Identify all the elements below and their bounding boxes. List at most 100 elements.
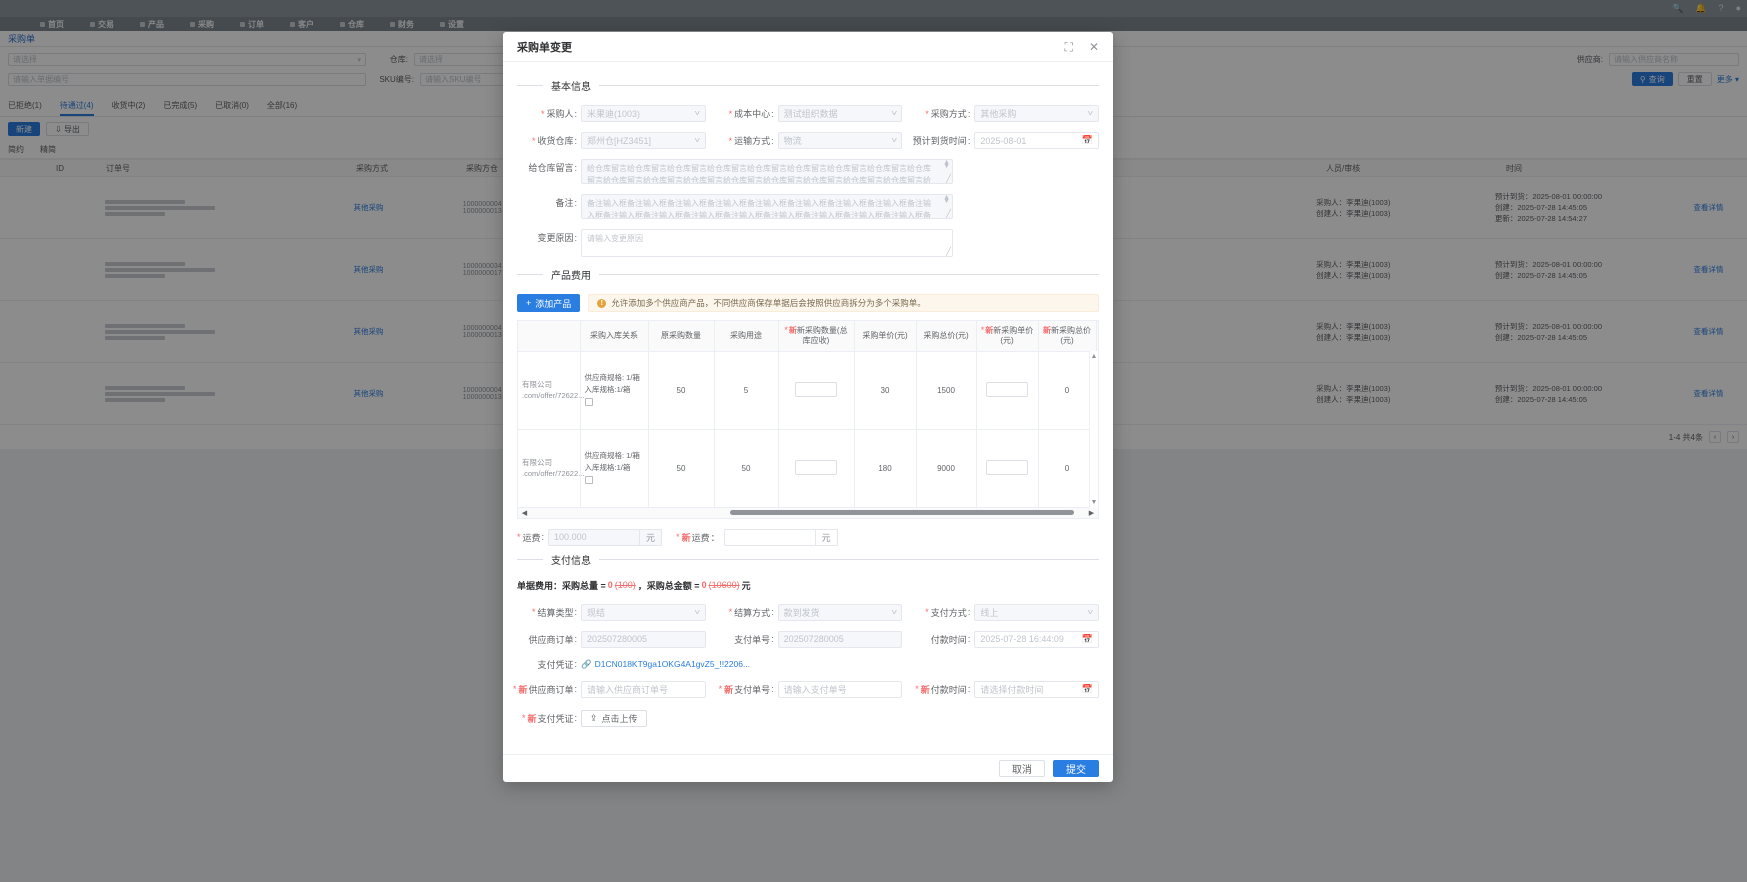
- tab-completed[interactable]: 已完成(5): [163, 101, 198, 110]
- table-vertical-scrollbar[interactable]: ▲ ▼: [1089, 351, 1098, 508]
- resize-handle[interactable]: ╱: [946, 247, 951, 256]
- cell-new-total-price: 0: [1038, 351, 1097, 430]
- field-expected-arrival: 预计到货时间: 2025-08-01 📅: [910, 132, 1099, 149]
- nav-label-6: 仓库: [348, 19, 364, 29]
- expected-arrival-date[interactable]: 2025-08-01 📅: [974, 132, 1099, 149]
- nav-label-2: 产品: [148, 19, 164, 29]
- cost-center-select[interactable]: 测试组织数据 ˅: [777, 105, 903, 122]
- new-pay-time-input[interactable]: 请选择付款时间 📅: [974, 680, 1099, 698]
- warehouse-note-textarea[interactable]: 给仓库留言给仓库留言给仓库留言给仓库留言给仓库留言给仓库留言给仓库留言给仓库留言…: [581, 159, 953, 184]
- calendar-icon: 📅: [1081, 633, 1093, 644]
- help-icon[interactable]: ?: [1718, 3, 1724, 13]
- fullscreen-icon[interactable]: ⛶: [1064, 39, 1073, 54]
- tab-pending[interactable]: 待通过(4): [59, 100, 94, 116]
- change-reason-textarea[interactable]: 请输入变更原因: [581, 229, 953, 257]
- submit-button[interactable]: 提交: [1053, 760, 1099, 777]
- nav-icon-4: [240, 21, 245, 27]
- nav-item-1[interactable]: 交易: [90, 19, 114, 30]
- export-button[interactable]: ⇩ 导出: [46, 122, 89, 136]
- new-qty-input[interactable]: [795, 381, 837, 397]
- tab-cancelled[interactable]: 已取消(0): [215, 101, 249, 110]
- tab-rejected[interactable]: 已拒绝(1): [8, 101, 42, 110]
- product-thumbnail: [584, 397, 593, 406]
- hscroll-thumb[interactable]: [730, 510, 1074, 515]
- remark-textarea[interactable]: 备注输入框备注输入框备注输入框备注输入框备注输入框备注输入框备注输入框备注输入框…: [581, 194, 953, 219]
- new-pay-no-input[interactable]: 请输入支付单号: [777, 680, 903, 698]
- th-id: ID: [56, 163, 64, 173]
- tab-receiving[interactable]: 收货中(2): [111, 101, 146, 110]
- field-pay-no: 支付单号: 202507280005: [714, 630, 903, 648]
- new-qty-input[interactable]: [795, 459, 837, 475]
- reset-button[interactable]: 重置: [1677, 72, 1712, 86]
- add-product-button[interactable]: + 添加产品: [517, 294, 581, 312]
- transport-method-select[interactable]: 物流 ˅: [777, 132, 903, 149]
- tab-all[interactable]: 全部(16): [266, 101, 298, 110]
- new-supplier-order-input[interactable]: 请输入供应商订单号: [581, 680, 706, 698]
- sub-filter-0[interactable]: 简约: [8, 145, 24, 154]
- pay-no-input[interactable]: 202507280005: [777, 630, 903, 648]
- pagination-total: 1-4 共4条: [1668, 432, 1703, 442]
- receiving-warehouse-select[interactable]: 郑州仓[HZ3451] ˅: [581, 132, 706, 149]
- resize-handle[interactable]: ╱: [946, 174, 951, 183]
- field-pay-method: 支付方式: 线上 ˅: [910, 603, 1099, 621]
- nav-item-0[interactable]: 首页: [40, 19, 64, 30]
- new-freight-input[interactable]: [723, 528, 816, 546]
- chevron-down-icon: ˅: [890, 136, 898, 145]
- cell-unit-price: 30: [854, 351, 917, 430]
- new-unit-price-input[interactable]: [986, 459, 1028, 475]
- filter-input-docno[interactable]: 请输入单据编号: [8, 72, 366, 86]
- search-button[interactable]: ⚲ 查询: [1631, 72, 1673, 86]
- more-filters-toggle[interactable]: 更多 ▾: [1716, 74, 1739, 84]
- pay-time-input[interactable]: 2025-07-28 16:44:09 📅: [974, 630, 1099, 648]
- cell-view-detail[interactable]: 查看详情: [1693, 203, 1724, 212]
- resize-handle[interactable]: ╱: [946, 209, 951, 218]
- settle-method-select[interactable]: 款到发货 ˅: [777, 603, 903, 621]
- nav-icon-3: [190, 21, 195, 27]
- purchase-method-select[interactable]: 其他采购 ˅: [974, 105, 1099, 122]
- scroll-right-icon[interactable]: ▶: [1088, 509, 1095, 517]
- nav-label-5: 客户: [298, 19, 314, 29]
- th-new-qty: 新新采购数量(总库应收): [778, 321, 855, 352]
- supplier-order-input[interactable]: 202507280005: [581, 630, 706, 648]
- pay-method-select[interactable]: 线上 ˅: [974, 603, 1099, 621]
- cell-supplier: 有限公司 .com/offer/72622...: [518, 351, 584, 430]
- nav-item-6[interactable]: 仓库: [340, 19, 364, 30]
- nav-item-3[interactable]: 采购: [190, 19, 214, 30]
- cell-unit-price: 180: [854, 429, 917, 508]
- table-horizontal-scrollbar[interactable]: ◀ ▶: [517, 507, 1099, 519]
- settle-type-select[interactable]: 现结 ˅: [581, 603, 706, 621]
- chevron-down-icon: ˅: [694, 136, 701, 145]
- bell-icon[interactable]: 🔔: [1695, 3, 1707, 13]
- sub-filter-1[interactable]: 精简: [40, 145, 56, 154]
- upload-voucher-button[interactable]: ⇪ 点击上传: [581, 709, 647, 727]
- stepper-icon[interactable]: ▲ ▼: [943, 194, 950, 206]
- cancel-button[interactable]: 取消: [999, 760, 1045, 777]
- search-icon[interactable]: 🔍: [1672, 3, 1684, 13]
- nav-item-4[interactable]: 订单: [240, 19, 264, 30]
- next-page-button[interactable]: ›: [1727, 431, 1739, 443]
- nav-label-0: 首页: [48, 19, 64, 29]
- new-button[interactable]: 新建: [8, 122, 40, 136]
- scroll-down-icon[interactable]: ▼: [1090, 499, 1098, 506]
- nav-icon-2: [140, 21, 145, 27]
- freight-input[interactable]: 100.000: [548, 528, 641, 546]
- payment-voucher-link[interactable]: 🔗 D1CN018KT9ga1OKG4A1gvZ5_!!2206...: [581, 658, 751, 670]
- th-stock-relation: 采购入库关系: [580, 321, 649, 352]
- filter-select-supplier[interactable]: 请输入供应商名称: [1609, 53, 1739, 66]
- nav-item-7[interactable]: 财务: [390, 19, 414, 30]
- avatar[interactable]: ●: [1735, 3, 1741, 13]
- nav-item-2[interactable]: 产品: [140, 19, 164, 30]
- nav-item-5[interactable]: 客户: [290, 19, 314, 30]
- scroll-up-icon[interactable]: ▲: [1090, 352, 1098, 360]
- scroll-left-icon[interactable]: ◀: [521, 509, 528, 517]
- chevron-down-icon: ˅: [890, 607, 898, 617]
- close-icon[interactable]: ✕: [1088, 39, 1099, 54]
- buyer-select[interactable]: 米果迪(1003) ˅: [581, 105, 706, 122]
- filter-label-sku: SKU编号:: [379, 74, 414, 84]
- stepper-icon[interactable]: ▲ ▼: [943, 159, 950, 171]
- nav-label-7: 财务: [398, 19, 414, 29]
- nav-item-8[interactable]: 设置: [440, 19, 464, 30]
- prev-page-button[interactable]: ‹: [1709, 431, 1721, 443]
- new-unit-price-input[interactable]: [986, 381, 1028, 397]
- filter-select-0[interactable]: 请选择 ▾: [8, 53, 366, 66]
